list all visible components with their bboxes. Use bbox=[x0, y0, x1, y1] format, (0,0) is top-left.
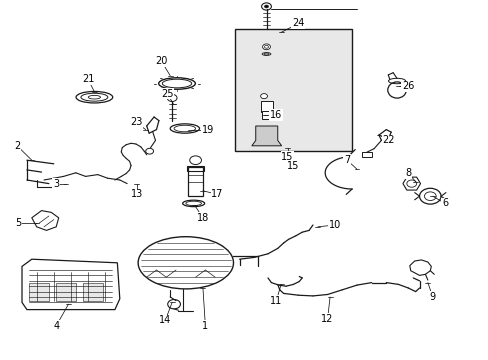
Text: 10: 10 bbox=[328, 220, 341, 230]
Text: 11: 11 bbox=[269, 296, 282, 306]
Text: 12: 12 bbox=[321, 314, 333, 324]
Text: 20: 20 bbox=[155, 56, 167, 66]
Text: 15: 15 bbox=[281, 152, 293, 162]
Circle shape bbox=[262, 44, 270, 50]
Text: 14: 14 bbox=[159, 315, 171, 325]
Text: 5: 5 bbox=[16, 218, 21, 228]
Text: 8: 8 bbox=[405, 168, 410, 178]
Text: 22: 22 bbox=[382, 135, 394, 145]
Bar bbox=[260, 101, 272, 112]
Text: 23: 23 bbox=[129, 117, 142, 127]
Text: 7: 7 bbox=[344, 155, 349, 165]
Text: 9: 9 bbox=[429, 292, 435, 302]
Circle shape bbox=[260, 94, 267, 99]
Text: 6: 6 bbox=[441, 198, 447, 208]
Text: 21: 21 bbox=[81, 74, 94, 84]
Circle shape bbox=[261, 3, 271, 10]
Text: 24: 24 bbox=[291, 18, 304, 28]
Text: 19: 19 bbox=[201, 125, 214, 135]
Circle shape bbox=[264, 45, 268, 48]
Polygon shape bbox=[251, 126, 281, 146]
Bar bbox=[29, 283, 49, 301]
Text: 25: 25 bbox=[161, 89, 173, 99]
Text: 15: 15 bbox=[286, 161, 299, 171]
Text: 26: 26 bbox=[401, 81, 414, 91]
Text: 2: 2 bbox=[14, 141, 20, 151]
Bar bbox=[234, 29, 351, 151]
Text: 1: 1 bbox=[202, 321, 208, 331]
Text: 3: 3 bbox=[53, 179, 59, 189]
Text: 13: 13 bbox=[130, 189, 143, 199]
Bar bbox=[83, 283, 102, 301]
Bar bbox=[56, 283, 76, 301]
Bar bbox=[188, 167, 203, 196]
Text: 4: 4 bbox=[53, 321, 59, 331]
Circle shape bbox=[264, 5, 268, 8]
Bar bbox=[361, 152, 371, 157]
Text: 18: 18 bbox=[196, 213, 209, 223]
Text: 16: 16 bbox=[269, 110, 282, 120]
Bar bbox=[187, 166, 203, 171]
Bar bbox=[262, 111, 271, 119]
Text: 17: 17 bbox=[211, 189, 224, 199]
